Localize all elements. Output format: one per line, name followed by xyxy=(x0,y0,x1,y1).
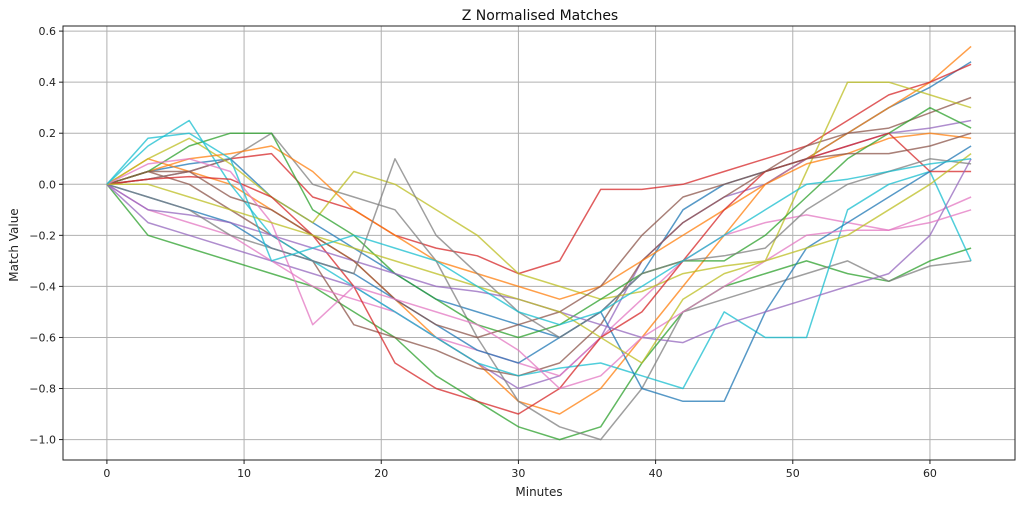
y-tick-label: −1.0 xyxy=(29,434,56,447)
x-tick-label: 60 xyxy=(923,467,937,480)
series-line-match-4 xyxy=(106,63,972,275)
series-line-match-12 xyxy=(106,132,972,300)
series-line-match-9 xyxy=(106,81,972,300)
y-axis-ticks: −1.0 −0.8 −0.6 −0.4 −0.2 0.0 0.2 0.4 0.6 xyxy=(29,25,63,447)
y-tick-label: 0.2 xyxy=(39,127,57,140)
y-tick-label: 0.6 xyxy=(39,25,57,38)
x-tick-label: 30 xyxy=(511,467,525,480)
y-tick-label: −0.2 xyxy=(29,229,56,242)
x-tick-label: 0 xyxy=(103,467,110,480)
y-tick-label: −0.8 xyxy=(29,383,56,396)
series-line-match-8 xyxy=(106,132,972,441)
y-tick-label: 0.4 xyxy=(39,76,57,89)
x-tick-label: 20 xyxy=(374,467,388,480)
y-axis-label: Match Value xyxy=(7,208,21,281)
x-axis-label: Minutes xyxy=(515,485,562,499)
y-tick-label: −0.4 xyxy=(29,280,56,293)
series-line-match-20 xyxy=(106,132,972,326)
series-line-match-17 xyxy=(106,158,972,390)
x-axis-ticks: 0 10 20 30 40 50 60 xyxy=(103,460,937,480)
series-line-match-14 xyxy=(106,132,972,415)
plot-frame xyxy=(62,25,1016,461)
series-line-match-13 xyxy=(106,106,972,339)
y-tick-label: 0.0 xyxy=(39,178,57,191)
x-tick-label: 10 xyxy=(237,467,251,480)
x-tick-label: 40 xyxy=(649,467,663,480)
x-tick-label: 50 xyxy=(786,467,800,480)
chart-title: Z Normalised Matches xyxy=(462,8,618,24)
series-line-match-19 xyxy=(106,152,972,364)
series-lines xyxy=(106,45,972,441)
y-tick-label: −0.6 xyxy=(29,331,56,344)
series-line-match-11 xyxy=(106,145,972,403)
series-line-match-18 xyxy=(106,158,972,339)
